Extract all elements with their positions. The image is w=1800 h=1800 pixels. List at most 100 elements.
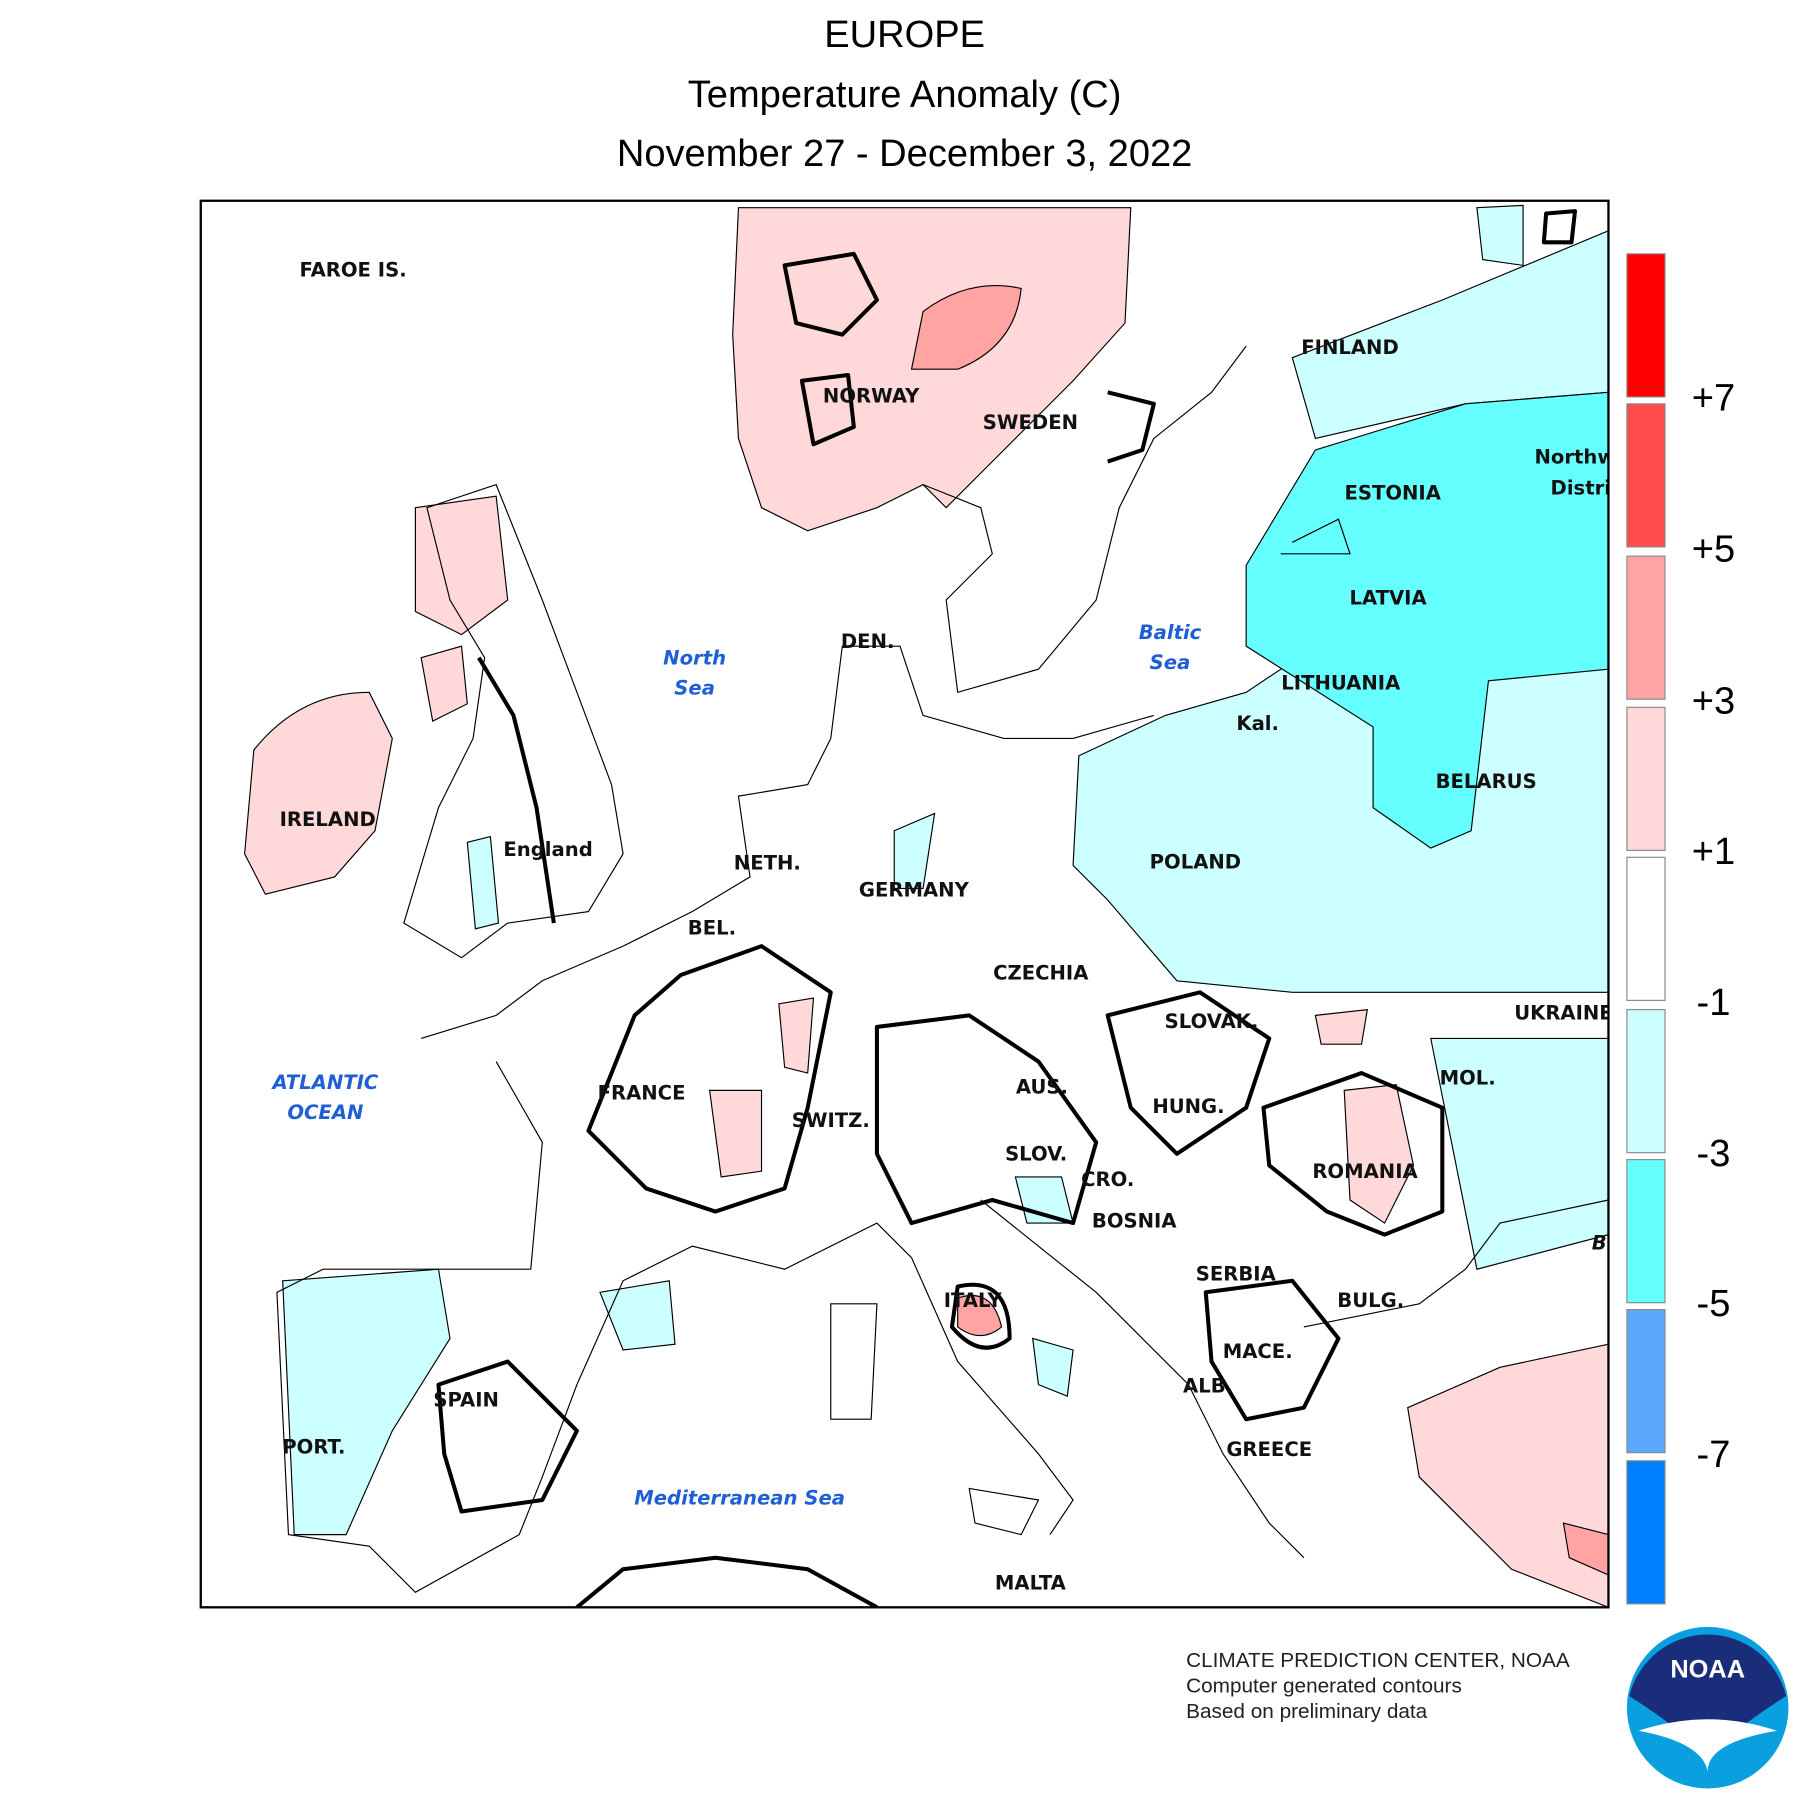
anomaly-region: [957, 1294, 1003, 1337]
credit-line: CLIMATE PREDICTION CENTER, NOAA: [1186, 1649, 1570, 1672]
credit-line: Computer generated contours: [1186, 1674, 1462, 1697]
anomaly-region: [1245, 391, 1609, 849]
anomaly-region: [1562, 1522, 1609, 1576]
legend-tick: -5: [1697, 1283, 1731, 1325]
subtitle: Temperature Anomaly (C): [688, 74, 1122, 116]
legend-swatch: [1626, 253, 1666, 398]
place-label: AUS.: [1016, 1076, 1068, 1099]
credits: CLIMATE PREDICTION CENTER, NOAA Computer…: [1186, 1649, 1570, 1723]
sea-label: ATLANTIC: [270, 1071, 378, 1094]
place-label: GERMANY: [859, 878, 970, 901]
place-label: UKRAINE: [1514, 1002, 1613, 1025]
place-label: Kal.: [1236, 712, 1279, 735]
anomaly-region: [1407, 1343, 1609, 1608]
noaa-logo: NOAA: [1626, 1626, 1789, 1789]
sea-label: OCEAN: [287, 1101, 363, 1124]
contours: [436, 209, 1578, 1608]
anomaly-region: [1430, 1037, 1609, 1270]
place-label: ESTONIA: [1344, 481, 1441, 504]
place-label: SPAIN: [433, 1388, 499, 1411]
place-label: ITALY: [944, 1289, 1003, 1312]
coastlines: [276, 345, 1609, 1594]
place-label: Northw: [1534, 446, 1615, 469]
place-label: LITHUANIA: [1281, 672, 1401, 695]
legend-swatch: [1626, 706, 1666, 851]
anomaly-region: [708, 1089, 763, 1178]
legend-tick: +1: [1692, 831, 1735, 873]
anomaly-region: [893, 812, 936, 890]
place-label: FRANCE: [598, 1081, 686, 1104]
place-label: NORWAY: [823, 384, 920, 407]
legend-tick: +5: [1692, 529, 1735, 571]
place-label: SLOV.: [1005, 1143, 1067, 1166]
title: EUROPE: [824, 14, 985, 56]
anomaly-region: [778, 997, 815, 1074]
legend-swatch: [1626, 1009, 1666, 1154]
place-label: England: [503, 838, 592, 861]
place-label: MACE.: [1223, 1340, 1293, 1363]
place-label: PORT.: [282, 1436, 345, 1459]
logo-top: [1629, 1634, 1787, 1760]
anomaly-region: [1291, 230, 1609, 440]
map: FAROE IS. NORWAY SWEDEN FINLAND ESTONIA LATVI…: [200, 200, 1615, 1608]
map-labels: FAROE IS. NORWAY SWEDEN FINLAND ESTONIA LATVI…: [270, 259, 1615, 1595]
place-label: SWEDEN: [983, 411, 1078, 434]
anomaly-region: [466, 835, 500, 930]
legend-tick: +7: [1692, 377, 1735, 419]
place-label: BELARUS: [1436, 770, 1537, 793]
place-label: DEN.: [841, 630, 895, 653]
place-label: POLAND: [1150, 851, 1241, 874]
legend-swatch: [1626, 1309, 1666, 1454]
map-frame: [199, 199, 1610, 1609]
color-legend: +7 +5 +3 +1 -1 -3 -5 -7: [1626, 253, 1735, 1605]
date-range: November 27 - December 3, 2022: [617, 133, 1192, 175]
legend-tick: -1: [1697, 982, 1731, 1024]
place-label: B: [1592, 1231, 1607, 1254]
place-label: FINLAND: [1301, 336, 1398, 359]
place-label: CRO.: [1081, 1168, 1134, 1191]
place-label: ROMANIA: [1312, 1160, 1418, 1183]
anomaly-region: [414, 495, 509, 636]
legend-swatch: [1626, 1460, 1666, 1605]
legend-tick: -7: [1697, 1434, 1731, 1476]
place-label: ALB.: [1183, 1374, 1233, 1397]
logo-gull: [1638, 1719, 1777, 1772]
legend-swatch: [1626, 403, 1666, 548]
legend-swatch: [1626, 1159, 1666, 1304]
legend-tick: -3: [1697, 1133, 1731, 1175]
title-block: EUROPE Temperature Anomaly (C) November …: [617, 14, 1192, 175]
sea-label: North: [663, 646, 726, 669]
sea-label: Sea: [1150, 651, 1191, 674]
anomaly-region: [1476, 204, 1524, 267]
place-label: NETH.: [734, 852, 801, 875]
place-label: SWITZ.: [792, 1109, 870, 1132]
place-label: BULG.: [1337, 1289, 1404, 1312]
place-label: BOSNIA: [1092, 1209, 1177, 1232]
place-label: CZECHIA: [993, 961, 1089, 984]
place-label: MOL.: [1440, 1066, 1496, 1089]
place-label: FAROE IS.: [299, 259, 406, 282]
place-label: SERBIA: [1196, 1263, 1277, 1286]
sea-label: Baltic: [1139, 621, 1202, 644]
sea-label: Mediterranean Sea: [634, 1486, 845, 1509]
anomaly-region: [244, 691, 393, 895]
credit-line: Based on preliminary data: [1186, 1700, 1428, 1723]
sea-label: Sea: [674, 676, 715, 699]
anomaly-fills: [244, 204, 1609, 1608]
place-label: Distri: [1551, 477, 1611, 500]
legend-swatch: [1626, 555, 1666, 700]
place-label: MALTA: [995, 1572, 1067, 1595]
place-label: LATVIA: [1349, 586, 1427, 609]
place-label: HUNG.: [1152, 1095, 1224, 1118]
legend-swatch: [1626, 856, 1666, 1001]
logo-text: NOAA: [1670, 1655, 1745, 1683]
place-label: IRELAND: [280, 808, 376, 831]
place-label: SLOVAK.: [1165, 1010, 1259, 1033]
anomaly-region: [599, 1280, 676, 1351]
place-label: BEL.: [688, 916, 736, 939]
place-label: GREECE: [1226, 1438, 1312, 1461]
anomaly-region: [420, 645, 468, 723]
legend-tick: +3: [1692, 680, 1735, 722]
anomaly-region: [1032, 1337, 1074, 1397]
